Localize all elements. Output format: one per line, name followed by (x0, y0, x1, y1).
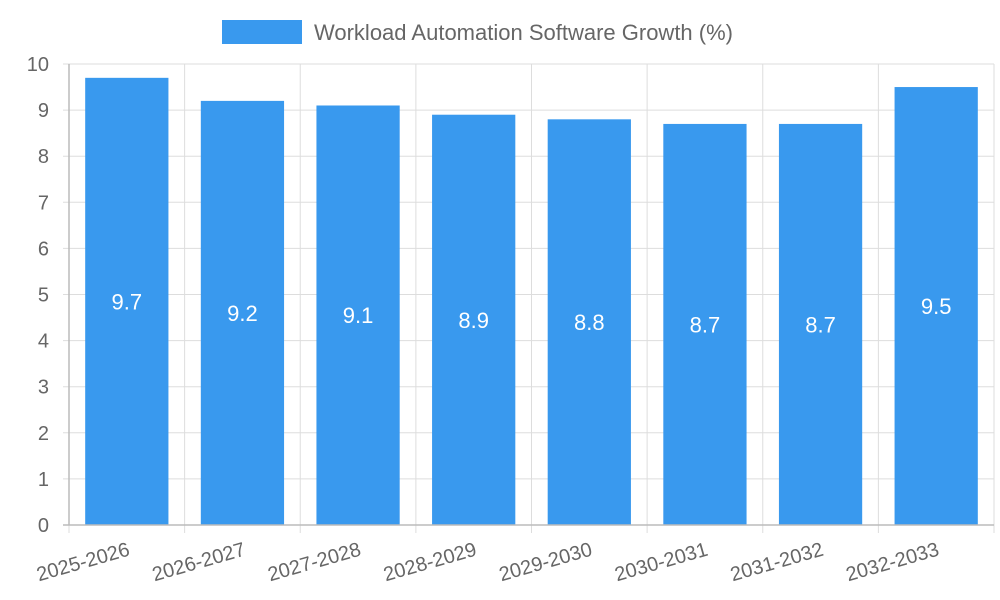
bar-2031-2032[interactable] (778, 123, 863, 526)
bar-value-label: 9.1 (343, 303, 374, 328)
y-tick-label: 7 (38, 192, 49, 214)
x-tick-label: 2030-2031 (612, 539, 710, 587)
legend-label: Workload Automation Software Growth (%) (314, 20, 733, 45)
data-labels: 9.7 9.2 9.1 8.9 8.8 8.7 8.7 9.5 (112, 289, 952, 337)
x-tick-label: 2032-2033 (844, 539, 942, 587)
y-tick-label: 4 (38, 331, 49, 353)
bar-2027-2028[interactable] (316, 105, 400, 526)
bar-2029-2030[interactable] (547, 119, 631, 525)
x-tick-label: 2028-2029 (381, 539, 479, 587)
bar-2026-2027[interactable] (200, 100, 285, 525)
y-tick-label: 6 (38, 238, 49, 260)
bar-value-label: 8.8 (574, 310, 605, 335)
bar-2032-2033[interactable] (894, 87, 978, 526)
bars (85, 77, 978, 526)
x-tick-label: 2029-2030 (497, 539, 595, 587)
x-tick-label: 2031-2032 (728, 539, 826, 587)
bar-value-label: 9.7 (112, 289, 143, 314)
legend-swatch (222, 20, 302, 44)
x-tick-label: 2025-2026 (34, 539, 132, 587)
y-tick-label: 2 (38, 423, 49, 445)
bar-2030-2031[interactable] (663, 123, 747, 526)
bar-value-label: 8.7 (805, 312, 836, 337)
bar-2025-2026[interactable] (85, 77, 169, 525)
bar-value-label: 9.5 (921, 294, 952, 319)
bar-2028-2029[interactable] (432, 114, 516, 526)
y-tick-label: 1 (38, 469, 49, 491)
bar-value-label: 8.9 (458, 308, 489, 333)
bar-value-label: 9.2 (227, 301, 258, 326)
x-tick-label: 2027-2028 (265, 539, 363, 587)
y-tick-label: 5 (38, 285, 49, 307)
x-tick-label: 2026-2027 (150, 539, 248, 587)
y-tick-label: 10 (27, 54, 49, 76)
legend[interactable]: Workload Automation Software Growth (%) (222, 20, 733, 45)
bar-value-label: 8.7 (690, 312, 721, 337)
y-tick-label: 0 (38, 515, 49, 537)
y-tick-label: 9 (38, 100, 49, 122)
y-tick-label: 8 (38, 146, 49, 168)
y-tick-label: 3 (38, 377, 49, 399)
